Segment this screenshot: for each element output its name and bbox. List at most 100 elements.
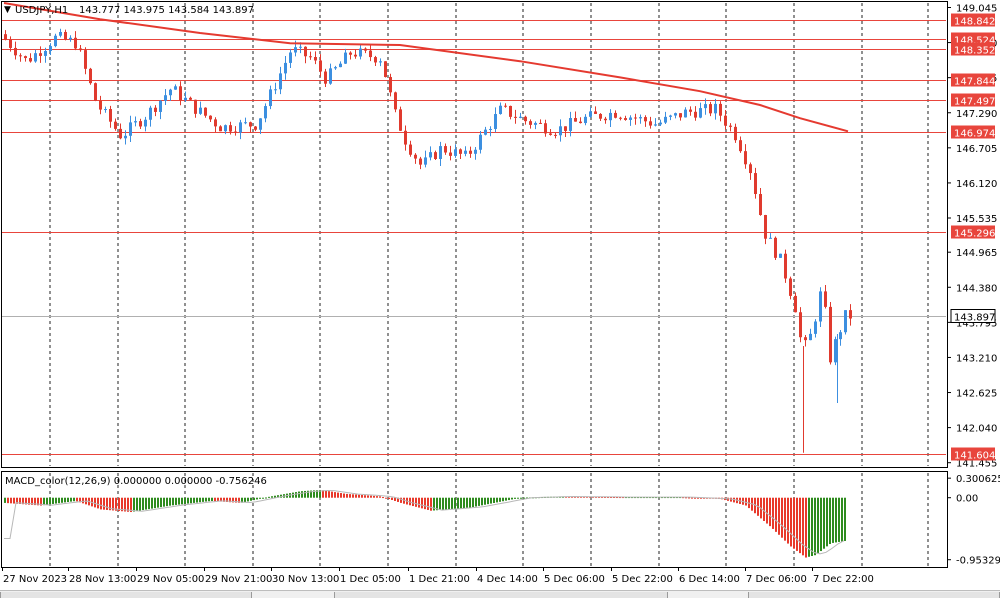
macd-bar [247, 497, 249, 502]
macd-bar [328, 491, 330, 498]
macd-bar [793, 497, 795, 549]
macd-bar [331, 491, 333, 498]
candle-body [314, 57, 317, 61]
price-tick-label: 145.535 [956, 214, 997, 225]
macd-bar [826, 497, 828, 547]
macd-bar [691, 497, 693, 499]
symbol-menu-icon[interactable]: ▼ [4, 5, 11, 15]
candle-body [79, 48, 82, 51]
candle-body [564, 126, 567, 131]
time-label: 29 Nov 21:00 [205, 574, 272, 585]
macd-bar [313, 490, 315, 498]
macd-bar [409, 497, 411, 506]
macd-bar [298, 491, 300, 498]
chart-tab[interactable] [334, 592, 668, 598]
macd-bar [598, 496, 600, 498]
macd-bar [139, 497, 141, 511]
candlestick-series [4, 28, 852, 453]
macd-bar [694, 497, 696, 499]
time-label: 28 Nov 13:00 [69, 574, 136, 585]
macd-bar [802, 497, 804, 556]
macd-bar [838, 497, 840, 542]
time-axis[interactable]: 27 Nov 2023 28 Nov 13:00 29 Nov 05:00 29 No… [2, 567, 874, 585]
macd-bar [505, 497, 507, 501]
macd-bar [220, 497, 222, 502]
candle-body [424, 157, 427, 165]
candle-body [684, 109, 687, 118]
candle-body [589, 111, 592, 117]
chart-tab[interactable] [748, 592, 1000, 598]
macd-bar [238, 497, 240, 503]
macd-bar [370, 495, 372, 498]
macd-bar [586, 496, 588, 498]
time-label: 5 Dec 06:00 [544, 574, 605, 585]
candle-body [434, 152, 437, 159]
price-level-label: 148.842 [954, 17, 995, 28]
candle-body [49, 46, 52, 51]
macd-bar [397, 497, 399, 502]
macd-bar [493, 497, 495, 503]
macd-bar [250, 497, 252, 501]
macd-bar [316, 490, 318, 498]
macd-bar [385, 497, 387, 499]
macd-bar [337, 492, 339, 498]
candle-body [134, 121, 137, 123]
macd-bar [37, 497, 39, 506]
candle-body [404, 130, 407, 145]
macd-bar [358, 494, 360, 498]
candle-body [459, 149, 462, 154]
candle-body [539, 122, 542, 124]
candle-body [109, 109, 112, 122]
macd-bar [382, 497, 384, 499]
candle-body [559, 126, 562, 136]
ohlc-readout: 143.777 143.975 143.584 143.897 [79, 5, 254, 16]
macd-bar [322, 490, 324, 498]
price-tick-label: 149.045 [956, 3, 997, 14]
price-level-tag [951, 125, 995, 139]
macd-bar [688, 497, 690, 499]
macd-bar [685, 497, 687, 499]
macd-bar [301, 491, 303, 498]
macd-bar [355, 494, 357, 498]
macd-bar [277, 495, 279, 498]
macd-bar [805, 497, 807, 558]
current-price-label: 143.897 [954, 313, 995, 324]
macd-bar [31, 497, 33, 505]
candle-body [839, 332, 842, 340]
macd-bar [163, 497, 165, 507]
macd-bar [145, 497, 147, 510]
candle-body [744, 151, 747, 165]
macd-bar [262, 497, 264, 499]
current-price-tag [950, 309, 996, 323]
horizontal-levels[interactable] [2, 20, 946, 455]
candle-body [294, 47, 297, 53]
candle-body [39, 53, 42, 56]
candle-body [804, 337, 807, 341]
candle-body [704, 104, 707, 109]
candle-body [464, 150, 467, 154]
macd-bar [499, 497, 501, 502]
macd-bar [157, 497, 159, 508]
macd-bar [346, 493, 348, 498]
macd-bar [604, 496, 606, 498]
candle-body [304, 46, 307, 57]
candle-body [269, 89, 272, 107]
candle-body [699, 108, 702, 118]
macd-bar [820, 497, 822, 552]
candle-body [739, 140, 742, 152]
price-level-label: 145.296 [954, 229, 995, 240]
macd-bar [835, 497, 837, 543]
candle-body [439, 146, 442, 159]
macd-bar [745, 497, 747, 506]
macd-bar [391, 497, 393, 500]
candle-body [749, 164, 752, 174]
chart-tab[interactable] [0, 592, 252, 598]
macd-bar [166, 497, 168, 507]
candle-body [64, 31, 67, 40]
moving-average-line [3, 2, 849, 133]
macd-bar [205, 497, 207, 502]
candle-body [709, 104, 712, 114]
candle-body [824, 291, 827, 307]
candle-body [619, 117, 622, 119]
